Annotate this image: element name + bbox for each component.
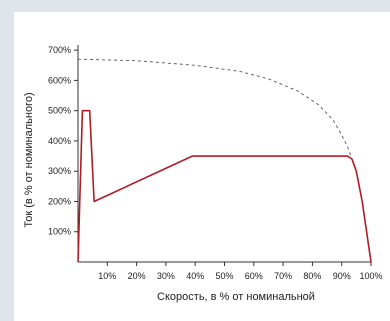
x-tick-label: 30% <box>157 271 175 281</box>
x-tick-label: 20% <box>128 271 146 281</box>
series-line-solid <box>77 109 372 263</box>
x-tick-label: 90% <box>333 271 351 281</box>
x-tick-label: 50% <box>215 271 233 281</box>
y-tick-label: 200% <box>48 196 71 206</box>
x-tick-label: 40% <box>186 271 204 281</box>
y-tick-label: 600% <box>48 75 71 85</box>
tick-labels: 10% 20% 30% 40% 50% 60% 70% 80% 90% 100% 100% 200% 3… <box>48 45 383 281</box>
x-tick-label: 60% <box>245 271 263 281</box>
series-line-dashed <box>77 58 353 160</box>
y-tick-label: 500% <box>48 106 71 116</box>
y-tick-label: 700% <box>48 45 71 55</box>
series-group <box>77 58 372 263</box>
axes <box>74 45 372 266</box>
y-tick-label: 300% <box>48 166 71 176</box>
x-tick-label: 10% <box>98 271 116 281</box>
background-band-left <box>0 0 14 321</box>
y-tick-label: 100% <box>48 227 71 237</box>
x-tick-label: 80% <box>303 271 321 281</box>
x-axis-label: Скорость, в % от номинальной <box>157 291 315 303</box>
x-tick-label: 100% <box>359 271 382 281</box>
background-band-top <box>0 0 390 12</box>
y-axis-label: Ток (в % от номинального) <box>23 92 35 227</box>
x-tick-label: 70% <box>274 271 292 281</box>
y-tick-label: 400% <box>48 136 71 146</box>
